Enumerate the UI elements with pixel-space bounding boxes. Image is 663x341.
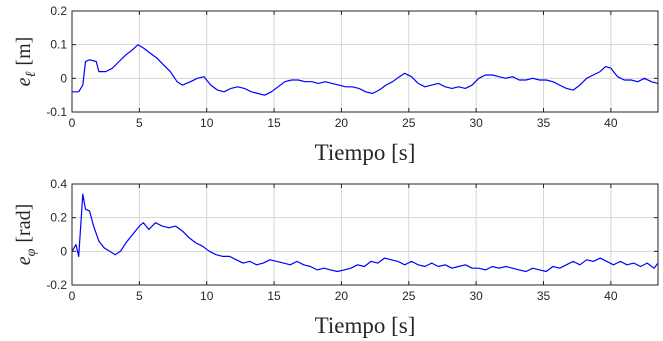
series-line [72,44,659,96]
x-axis-label: Tiempo [s] [315,313,416,338]
x-tick-label: 35 [537,116,551,130]
y-axis-symbol: e [13,77,35,86]
x-tick-label: 40 [604,289,618,303]
y-tick-label: -0.1 [46,105,67,119]
y-tick-label: 0.2 [50,211,67,225]
y-tick-label: 0.2 [50,4,67,18]
x-tick-label: 0 [69,116,76,130]
x-tick-label: 35 [537,289,551,303]
axes-frame [71,183,659,286]
y-axis-label: eφ [rad] [13,204,39,266]
x-tick-label: 15 [267,289,281,303]
y-axis-unit: [m] [13,37,35,66]
y-axis-label: eℓ [m] [13,37,39,87]
y-axis-unit: [rad] [13,204,35,243]
y-tick-label: 0 [60,244,67,258]
x-tick-label: 20 [335,116,349,130]
x-tick-label: 0 [69,289,76,303]
x-tick-label: 25 [402,116,416,130]
x-tick-label: 5 [136,116,143,130]
x-axis-label: Tiempo [s] [315,140,416,165]
x-tick-label: 25 [402,289,416,303]
y-axis-subscript: ℓ [24,71,39,77]
y-tick-label: 0.4 [50,177,67,191]
y-tick-label: 0.1 [50,38,67,52]
y-axis-symbol: e [13,256,35,265]
x-tick-label: 30 [469,116,483,130]
series-line [71,193,659,273]
y-tick-label: 0 [60,71,67,85]
axes-frame [71,10,659,113]
y-axis-subscript: φ [24,248,39,256]
y-tick-label: -0.2 [46,278,67,292]
x-tick-label: 10 [200,289,214,303]
x-tick-label: 40 [604,116,618,130]
x-tick-label: 5 [136,289,143,303]
x-tick-label: 20 [335,289,349,303]
x-tick-label: 15 [267,116,281,130]
x-tick-label: 10 [200,116,214,130]
x-tick-label: 30 [469,289,483,303]
